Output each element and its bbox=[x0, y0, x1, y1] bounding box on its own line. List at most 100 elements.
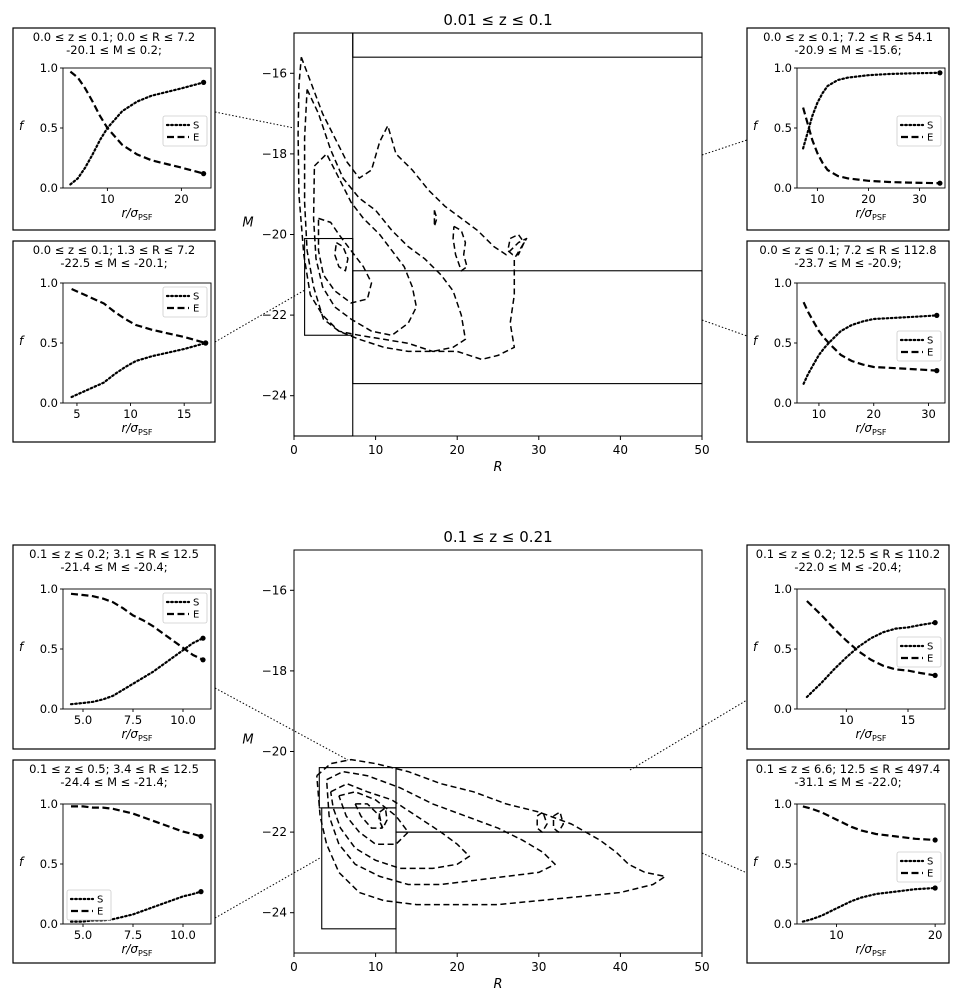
legend-label: E bbox=[193, 610, 199, 621]
y-tick-label: 0.0 bbox=[40, 917, 58, 931]
inset-frame bbox=[746, 27, 950, 231]
x-axis-label: r/σPSF bbox=[855, 727, 886, 743]
selection-rect bbox=[395, 767, 703, 833]
x-tick-label: 50 bbox=[694, 443, 709, 457]
contour-line bbox=[536, 811, 548, 833]
series-end-point bbox=[937, 70, 943, 76]
inset-0-bottom-left: 0.0 ≤ z ≤ 0.1; 1.3 ≤ R ≤ 7.2-22.5 ≤ M ≤ … bbox=[12, 240, 216, 443]
legend: SE bbox=[896, 636, 942, 668]
contour-line bbox=[303, 89, 467, 353]
leader-line bbox=[214, 687, 349, 761]
inset-1-top-left: 0.1 ≤ z ≤ 0.2; 3.1 ≤ R ≤ 12.5-21.4 ≤ M ≤… bbox=[12, 544, 216, 750]
legend-label: E bbox=[927, 869, 933, 880]
x-tick-label: 50 bbox=[694, 960, 709, 974]
contour-line bbox=[316, 758, 667, 906]
series-line-E bbox=[69, 70, 204, 175]
legend-label: S bbox=[927, 336, 933, 347]
x-tick-label: 30 bbox=[531, 960, 546, 974]
contour-line bbox=[312, 153, 418, 337]
y-tick-label: −22 bbox=[262, 308, 287, 322]
contour-line bbox=[334, 241, 349, 272]
x-tick-label: 7.5 bbox=[124, 713, 142, 727]
inset-title-line: 0.0 ≤ z ≤ 0.1; 7.2 ≤ R ≤ 112.8 bbox=[759, 243, 936, 257]
legend-frame bbox=[896, 636, 942, 668]
axes-frame bbox=[293, 549, 703, 954]
inset-frame bbox=[12, 544, 216, 750]
y-tick-label: 0.5 bbox=[40, 642, 58, 656]
x-tick-label: 10 bbox=[100, 192, 115, 206]
series-line-S bbox=[69, 637, 205, 706]
series-line-S bbox=[805, 621, 937, 699]
leader-line bbox=[701, 139, 748, 156]
y-axis-label: f bbox=[753, 334, 759, 348]
x-tick-label: 10 bbox=[368, 443, 383, 457]
inset-title-line: -24.4 ≤ M ≤ -21.4; bbox=[60, 775, 167, 789]
x-tick-label: 0 bbox=[290, 960, 298, 974]
inset-title-line: 0.1 ≤ z ≤ 0.2; 12.5 ≤ R ≤ 110.2 bbox=[756, 547, 940, 561]
leader-line bbox=[629, 699, 748, 771]
series-end-point bbox=[203, 340, 209, 346]
legend: SE bbox=[896, 330, 942, 362]
x-tick-label: 5.0 bbox=[74, 928, 92, 942]
inset-title-line: 0.0 ≤ z ≤ 0.1; 7.2 ≤ R ≤ 54.1 bbox=[763, 30, 933, 44]
y-tick-label: −16 bbox=[262, 66, 287, 80]
inset-title-line: -20.9 ≤ M ≤ -15.6; bbox=[794, 43, 901, 57]
y-axis-label: f bbox=[19, 334, 25, 348]
series-end-point bbox=[934, 312, 940, 318]
inset-0-bottom-right: 0.0 ≤ z ≤ 0.1; 7.2 ≤ R ≤ 112.8-23.7 ≤ M … bbox=[746, 240, 950, 443]
x-axis-label: r/σPSF bbox=[121, 206, 152, 222]
x-tick-label: 40 bbox=[613, 443, 628, 457]
series-end-point bbox=[932, 672, 938, 679]
legend-frame bbox=[896, 115, 942, 147]
inset-title-line: -22.5 ≤ M ≤ -20.1; bbox=[60, 256, 167, 270]
legend-label: E bbox=[193, 304, 199, 315]
series-end-point bbox=[932, 620, 938, 626]
axes-frame bbox=[293, 32, 703, 437]
legend: SE bbox=[66, 889, 112, 921]
legend-label: E bbox=[97, 907, 103, 918]
y-tick-label: −20 bbox=[262, 745, 287, 759]
contour-plot-1: 0 10 20 30 40 50 −16 −18 −20 −22 −24 0.1 ≤ z ≤ 0.21… bbox=[242, 528, 709, 992]
legend-frame bbox=[162, 115, 208, 147]
legend: SE bbox=[162, 115, 208, 147]
y-axis-label: f bbox=[753, 119, 759, 133]
y-axis-label: M bbox=[242, 215, 253, 230]
x-tick-label: 10 bbox=[829, 928, 844, 942]
y-tick-label: 1.0 bbox=[774, 582, 792, 596]
y-tick-label: 0.5 bbox=[774, 642, 792, 656]
leader-line bbox=[214, 289, 306, 343]
legend: SE bbox=[162, 592, 208, 624]
y-tick-label: 1.0 bbox=[40, 582, 58, 596]
x-axis-label: r/σPSF bbox=[855, 942, 886, 958]
inset-title-line: -22.0 ≤ M ≤ -20.4; bbox=[794, 560, 901, 574]
plot-title: 0.01 ≤ z ≤ 0.1 bbox=[443, 11, 552, 29]
contour-line bbox=[297, 56, 528, 361]
x-tick-label: 5.0 bbox=[74, 713, 92, 727]
inset-title-line: 0.1 ≤ z ≤ 0.5; 3.4 ≤ R ≤ 12.5 bbox=[29, 762, 199, 776]
y-tick-label: 0.0 bbox=[774, 396, 792, 410]
series-end-point bbox=[932, 837, 938, 843]
contour-line bbox=[452, 225, 468, 272]
y-tick-label: 1.0 bbox=[40, 276, 58, 290]
y-tick-label: −20 bbox=[262, 228, 287, 242]
y-tick-label: −24 bbox=[262, 906, 287, 920]
x-tick-label: 20 bbox=[861, 192, 876, 206]
series-end-point bbox=[934, 368, 940, 374]
y-tick-label: −18 bbox=[262, 147, 287, 161]
inset-1-bottom-right: 0.1 ≤ z ≤ 6.6; 12.5 ≤ R ≤ 497.4-31.1 ≤ M… bbox=[746, 759, 950, 964]
x-tick-label: 0 bbox=[290, 443, 298, 457]
series-end-point bbox=[937, 180, 943, 186]
legend-label: S bbox=[927, 642, 933, 653]
series-line-E bbox=[802, 805, 936, 842]
x-axis-label: r/σPSF bbox=[121, 421, 152, 437]
x-tick-label: 20 bbox=[450, 960, 465, 974]
y-tick-label: 1.0 bbox=[774, 276, 792, 290]
x-tick-label: 30 bbox=[921, 407, 936, 421]
series-end-point bbox=[932, 885, 938, 891]
legend-frame bbox=[162, 592, 208, 624]
legend-label: E bbox=[927, 348, 933, 359]
inset-title-line: 0.1 ≤ z ≤ 0.2; 3.1 ≤ R ≤ 12.5 bbox=[29, 547, 199, 561]
x-tick-label: 10.0 bbox=[170, 928, 196, 942]
contour-line bbox=[433, 210, 438, 228]
legend-label: S bbox=[97, 895, 103, 906]
